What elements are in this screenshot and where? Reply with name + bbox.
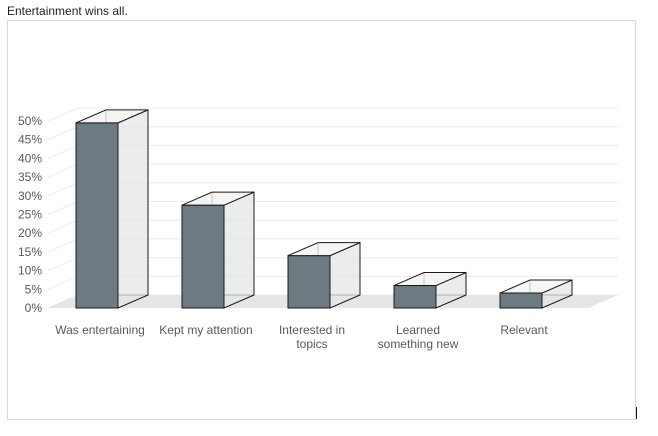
bar-top [499,279,573,294]
bar-top [393,272,467,287]
bar-side [223,191,255,309]
y-tick-label: 35% [18,170,42,184]
gridline-side [47,238,79,253]
bar-front [287,255,331,309]
bar-side [117,109,149,309]
bar-front [393,285,437,309]
bar-top [181,191,255,206]
y-tick-label: 45% [18,133,42,147]
gridline-side [47,144,79,159]
x-tick-label: Learned [396,323,440,337]
x-tick-label: Was entertaining [55,323,145,337]
x-tick-label: Kept my attention [159,323,252,337]
bars [75,109,573,309]
gridline-side [47,163,79,178]
y-tick-label: 30% [18,189,42,203]
bar [75,109,149,309]
gridline-side [47,107,79,122]
gridline-side [47,201,79,215]
x-tick-label: Interested in [279,323,345,337]
y-tick-label: 40% [18,151,42,165]
y-tick-label: 25% [18,208,42,222]
text-cursor [636,407,637,419]
y-tick-label: 15% [18,245,42,259]
gridline-side [47,126,79,141]
y-tick-label: 20% [18,226,42,240]
x-tick-label: Relevant [500,323,548,337]
y-tick-label: 10% [18,264,42,278]
gridline-side [47,257,79,272]
bar-top [75,109,149,124]
y-tick-label: 0% [25,301,43,315]
grid-layer [47,107,618,309]
bar-front [181,204,225,309]
y-axis-ticks: 0% 5% 10% 15% 20% 25% 30% 35% 40% 45% 50% [18,114,42,315]
bar [181,191,255,309]
bar-top [287,242,361,257]
bar [393,271,467,309]
gridline-side [47,219,79,234]
bar-front [75,122,119,309]
y-tick-label: 50% [18,114,42,128]
bar-front [499,292,543,309]
gridline-side [47,275,79,290]
x-tick-label: topics [296,337,327,351]
x-axis-labels: Was entertaining Kept my attention Interes… [55,323,548,351]
x-tick-label: something new [378,337,459,351]
y-tick-label: 5% [25,282,43,296]
chart-caption: Entertainment wins all. [7,4,128,18]
gridline-side [47,182,79,197]
bar [499,279,573,309]
bar [287,241,361,309]
